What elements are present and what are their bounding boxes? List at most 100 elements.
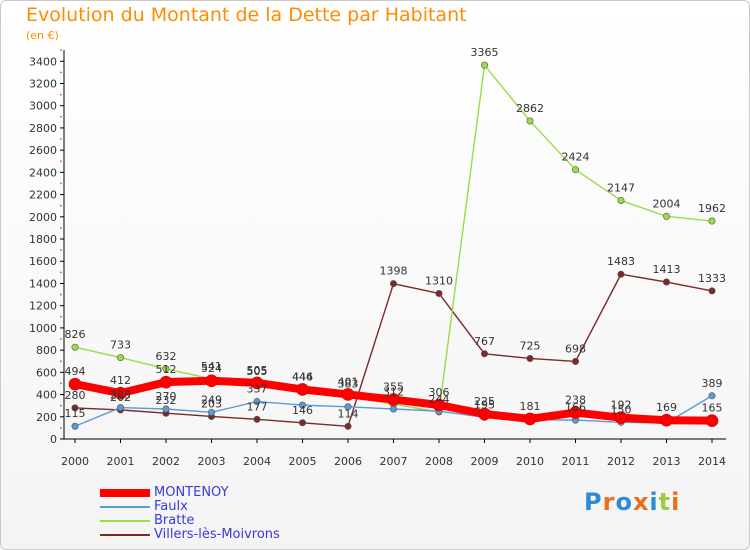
data-point-bratte xyxy=(117,354,125,362)
y-minor-tick xyxy=(60,182,62,185)
data-point-bratte xyxy=(162,365,170,373)
data-label-villers-l-s-moivrons: 1333 xyxy=(698,272,726,285)
y-minor-tick xyxy=(60,382,62,385)
y-tick-label: 2600 xyxy=(29,144,57,157)
data-label-bratte: 444 xyxy=(292,371,313,384)
data-point-montenoy xyxy=(296,383,309,396)
data-label-montenoy: 238 xyxy=(565,394,586,407)
y-tick-label: 2000 xyxy=(29,211,57,224)
data-point-villers-l-s-moivrons xyxy=(571,357,579,365)
logo-letter: r xyxy=(602,488,616,516)
data-point-faulx xyxy=(298,401,306,409)
x-tick-label: 2011 xyxy=(562,455,590,468)
x-tick-label: 2006 xyxy=(334,455,362,468)
data-label-faulx: 270 xyxy=(156,390,177,403)
chart-unit-label: (en €) xyxy=(26,29,59,42)
data-point-villers-l-s-moivrons xyxy=(298,419,306,427)
y-minor-tick xyxy=(60,249,62,252)
data-label-faulx: 195 xyxy=(474,398,495,411)
x-tick-label: 2009 xyxy=(471,455,499,468)
y-minor-tick xyxy=(60,227,62,229)
data-label-montenoy: 181 xyxy=(520,400,541,413)
y-tick-label: 2400 xyxy=(29,166,57,179)
y-minor-tick xyxy=(60,338,62,340)
y-tick-label: 1200 xyxy=(29,300,57,313)
data-point-villers-l-s-moivrons xyxy=(344,422,352,430)
data-label-montenoy: 505 xyxy=(247,364,268,377)
data-point-bratte xyxy=(662,212,670,220)
data-point-faulx xyxy=(71,422,79,430)
data-label-villers-l-s-moivrons: 114 xyxy=(338,407,359,420)
data-label-villers-l-s-moivrons: 1413 xyxy=(653,263,681,276)
data-label-villers-l-s-moivrons: 232 xyxy=(156,394,177,407)
data-point-villers-l-s-moivrons xyxy=(708,287,716,295)
y-minor-tick xyxy=(60,293,62,296)
data-label-bratte: 826 xyxy=(65,328,86,341)
x-tick-label: 2003 xyxy=(198,455,226,468)
legend-swatch-villers xyxy=(100,534,150,536)
data-point-montenoy xyxy=(523,412,537,426)
data-point-villers-l-s-moivrons xyxy=(71,404,79,412)
data-point-faulx xyxy=(708,392,716,400)
data-label-bratte: 733 xyxy=(110,339,131,352)
data-label-villers-l-s-moivrons: 280 xyxy=(65,389,86,402)
data-point-bratte xyxy=(480,61,488,69)
proxiti-logo: Proxiti xyxy=(584,488,680,516)
data-point-montenoy xyxy=(205,374,218,388)
data-point-villers-l-s-moivrons xyxy=(389,280,397,288)
data-label-faulx: 389 xyxy=(702,377,723,390)
data-point-montenoy xyxy=(68,377,82,391)
data-label-faulx: 166 xyxy=(565,401,586,414)
data-point-villers-l-s-moivrons xyxy=(526,354,534,362)
x-tick-label: 2004 xyxy=(243,455,271,468)
series-layer xyxy=(68,61,719,430)
data-point-bratte xyxy=(708,217,716,225)
legend-label-villers: Villers-lès-Moivrons xyxy=(154,527,280,542)
y-tick-label: 2800 xyxy=(29,122,57,135)
data-point-villers-l-s-moivrons xyxy=(480,350,488,358)
data-label-bratte: 2147 xyxy=(607,181,635,194)
data-point-faulx xyxy=(389,405,397,413)
logo-letter: P xyxy=(584,488,603,516)
data-label-faulx: 115 xyxy=(65,407,86,420)
data-point-montenoy xyxy=(341,388,355,401)
data-point-villers-l-s-moivrons xyxy=(253,415,261,423)
legend-swatch-faulx xyxy=(100,506,150,508)
data-label-bratte: 2862 xyxy=(516,102,544,115)
data-label-bratte: 312 xyxy=(383,385,404,398)
data-label-villers-l-s-moivrons: 1310 xyxy=(425,274,453,287)
data-point-montenoy xyxy=(159,375,173,389)
y-minor-tick xyxy=(60,360,62,363)
data-point-bratte xyxy=(571,166,579,174)
data-point-villers-l-s-moivrons xyxy=(435,289,443,297)
y-tick-label: 1600 xyxy=(29,255,57,268)
data-point-montenoy xyxy=(614,411,628,424)
x-tick-label: 2014 xyxy=(698,455,726,468)
data-point-montenoy xyxy=(432,398,446,412)
data-point-faulx xyxy=(344,403,352,411)
x-tick-label: 2008 xyxy=(425,455,453,468)
legend-swatch-bratte xyxy=(100,520,150,522)
data-label-villers-l-s-moivrons: 725 xyxy=(520,339,541,352)
data-label-bratte: 383 xyxy=(338,377,359,390)
y-minor-tick xyxy=(60,271,62,274)
legend-label-montenoy: MONTENOY xyxy=(154,485,229,500)
data-label-bratte: 632 xyxy=(156,350,177,363)
y-minor-tick xyxy=(60,49,62,52)
y-minor-tick xyxy=(60,115,62,118)
logo-letter: i xyxy=(671,488,681,516)
y-tick-label: 3400 xyxy=(29,55,57,68)
data-label-montenoy: 412 xyxy=(110,374,131,387)
data-label-montenoy: 494 xyxy=(65,365,86,378)
y-tick-label: 400 xyxy=(36,389,57,402)
data-point-villers-l-s-moivrons xyxy=(617,270,625,278)
data-point-faulx xyxy=(117,404,125,412)
y-tick-label: 1800 xyxy=(29,233,57,246)
logo-letter: o xyxy=(615,488,633,516)
data-point-villers-l-s-moivrons xyxy=(662,278,670,286)
data-label-villers-l-s-moivrons: 1398 xyxy=(380,265,408,278)
data-point-faulx xyxy=(162,405,170,413)
logo-letter: i xyxy=(649,488,659,516)
data-label-montenoy: 225 xyxy=(474,395,495,408)
